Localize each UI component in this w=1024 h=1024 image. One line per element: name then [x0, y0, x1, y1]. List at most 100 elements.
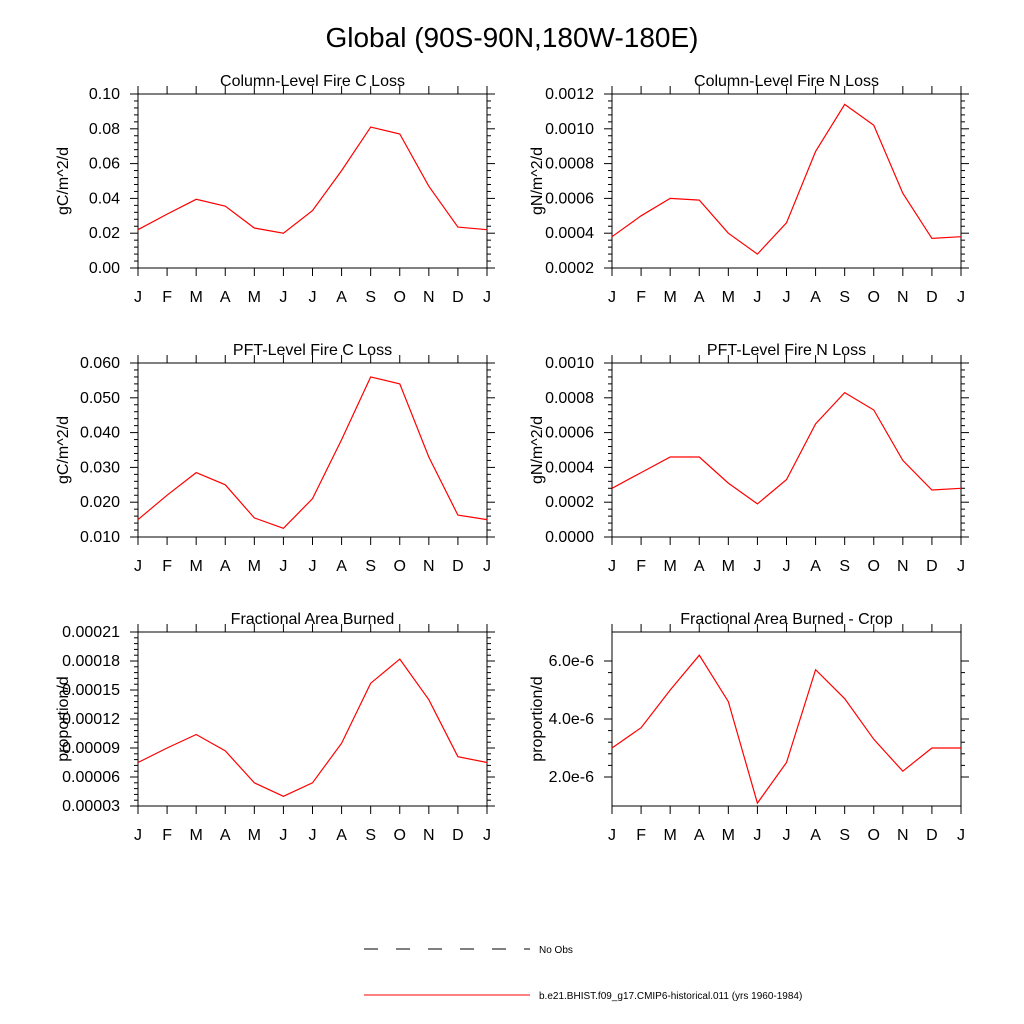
x-tick-label: S	[365, 827, 376, 844]
x-tick-label: F	[636, 827, 646, 844]
x-tick-label: J	[608, 827, 616, 844]
panel-title: Fractional Area Burned	[231, 611, 395, 628]
x-tick-label: J	[279, 827, 287, 844]
y-tick-label: 0.010	[80, 529, 120, 546]
series-line	[611, 391, 962, 505]
series-line	[137, 658, 488, 797]
y-tick-label: 0.0004	[545, 459, 594, 476]
y-tick-label: 0.0002	[545, 494, 594, 511]
x-tick-label: M	[190, 827, 203, 844]
x-tick-label: N	[423, 289, 435, 306]
plot-frame	[611, 362, 962, 538]
y-tick-label: 4.0e-6	[549, 711, 594, 728]
x-tick-label: A	[694, 558, 705, 575]
x-tick-label: O	[394, 827, 406, 844]
x-tick-label: J	[483, 827, 491, 844]
plot-frame	[137, 93, 488, 269]
x-tick-label: A	[336, 827, 347, 844]
x-tick-label: J	[279, 558, 287, 575]
x-tick-label: J	[279, 289, 287, 306]
x-tick-label: A	[810, 827, 821, 844]
plot-frame	[611, 93, 962, 269]
x-tick-label: M	[722, 827, 735, 844]
x-tick-label: J	[483, 289, 491, 306]
y-tick-label: 0.00009	[62, 740, 120, 757]
y-tick-label: 0.060	[80, 355, 120, 372]
x-tick-label: D	[452, 289, 464, 306]
x-tick-label: J	[134, 289, 142, 306]
x-tick-label: J	[783, 827, 791, 844]
x-tick-label: J	[483, 558, 491, 575]
x-tick-label: M	[248, 558, 261, 575]
x-tick-label: J	[753, 289, 761, 306]
y-tick-label: 0.0010	[545, 355, 594, 372]
y-tick-label: 0.0008	[545, 390, 594, 407]
y-tick-label: 0.00018	[62, 653, 120, 670]
x-tick-label: S	[365, 558, 376, 575]
y-tick-label: 0.04	[89, 190, 120, 207]
x-tick-label: F	[636, 558, 646, 575]
x-tick-label: F	[636, 289, 646, 306]
y-tick-label: 0.10	[89, 86, 120, 103]
y-tick-label: 0.0000	[545, 529, 594, 546]
y-tick-label: 0.0008	[545, 156, 594, 173]
x-tick-label: M	[722, 289, 735, 306]
y-tick-label: 0.00	[89, 260, 120, 277]
x-tick-label: D	[452, 558, 464, 575]
x-tick-label: A	[810, 558, 821, 575]
x-tick-label: A	[336, 289, 347, 306]
figure-title: Global (90S-90N,180W-180E)	[325, 22, 699, 53]
y-tick-label: 0.00006	[62, 769, 120, 786]
y-tick-label: 0.00003	[62, 798, 120, 815]
x-tick-label: N	[897, 827, 909, 844]
x-tick-label: O	[394, 289, 406, 306]
x-tick-label: J	[957, 289, 965, 306]
x-tick-label: J	[309, 827, 317, 844]
x-tick-label: J	[309, 289, 317, 306]
x-tick-label: M	[664, 827, 677, 844]
series-line	[137, 376, 488, 529]
x-tick-label: A	[336, 558, 347, 575]
x-tick-label: J	[753, 558, 761, 575]
x-tick-label: O	[868, 827, 880, 844]
y-tick-label: 0.050	[80, 390, 120, 407]
plot-frame	[611, 631, 962, 807]
y-tick-label: 0.0002	[545, 260, 594, 277]
x-tick-label: S	[839, 827, 850, 844]
legend-label: b.e21.BHIST.f09_g17.CMIP6-historical.011…	[539, 991, 802, 1002]
y-tick-label: 0.0010	[545, 121, 594, 138]
x-tick-label: A	[220, 289, 231, 306]
x-tick-label: A	[220, 827, 231, 844]
x-tick-label: J	[783, 289, 791, 306]
x-tick-label: J	[309, 558, 317, 575]
x-tick-label: N	[897, 558, 909, 575]
y-tick-label: 6.0e-6	[549, 653, 594, 670]
x-tick-label: M	[190, 558, 203, 575]
y-axis-label: gN/m^2/d	[529, 416, 546, 484]
y-tick-label: 0.00021	[62, 624, 120, 641]
x-tick-label: M	[190, 289, 203, 306]
y-tick-label: 2.0e-6	[549, 769, 594, 786]
x-tick-label: J	[134, 558, 142, 575]
y-tick-label: 0.040	[80, 425, 120, 442]
x-tick-label: D	[452, 827, 464, 844]
x-tick-label: O	[868, 289, 880, 306]
panel-title: PFT-Level Fire C Loss	[233, 342, 392, 359]
x-tick-label: J	[608, 558, 616, 575]
x-tick-label: M	[248, 289, 261, 306]
y-tick-label: 0.06	[89, 156, 120, 173]
x-tick-label: D	[926, 827, 938, 844]
x-tick-label: N	[423, 558, 435, 575]
plot-frame	[137, 362, 488, 538]
y-tick-label: 0.02	[89, 225, 120, 242]
x-tick-label: F	[162, 289, 172, 306]
x-tick-label: F	[162, 827, 172, 844]
legend-label: No Obs	[539, 945, 573, 956]
y-tick-label: 0.0006	[545, 190, 594, 207]
x-tick-label: N	[897, 289, 909, 306]
y-tick-label: 0.08	[89, 121, 120, 138]
y-tick-label: 0.0006	[545, 425, 594, 442]
